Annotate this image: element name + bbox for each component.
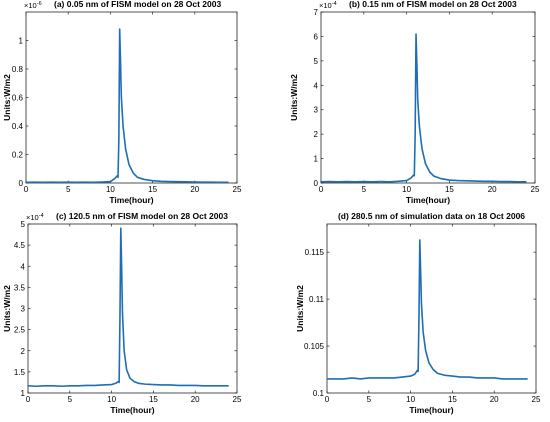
series-line — [27, 227, 229, 388]
y-axis-label: Units:W/m2 — [2, 74, 12, 121]
x-tick-label: 0 — [325, 395, 330, 404]
x-tick-label: 25 — [531, 185, 540, 194]
y-tick-label: 6 — [314, 32, 319, 41]
y-axis-label: Units:W/m2 — [289, 74, 299, 121]
axis-exponent: ×10-6 — [24, 1, 42, 10]
x-tick-label: 10 — [106, 185, 115, 194]
y-tick-label: 3.5 — [14, 283, 26, 292]
x-tick-label: 0 — [24, 185, 29, 194]
chart-title: (b) 0.15 nm of FISM model on 28 Oct 2003 — [349, 0, 517, 9]
y-tick-label: 2 — [314, 130, 319, 139]
x-tick-label: 10 — [107, 395, 116, 404]
y-tick-label: 0.8 — [12, 65, 24, 74]
x-axis-label: Time(hour) — [409, 405, 453, 415]
y-tick-label: 2.5 — [14, 326, 26, 335]
x-tick-label: 15 — [448, 395, 457, 404]
y-tick-label: 0.6 — [12, 94, 24, 103]
y-tick-label: 5 — [314, 57, 319, 66]
y-tick-label: 0.11 — [309, 295, 325, 304]
x-axis-label: Time(hour) — [110, 405, 154, 415]
y-tick-label: 1.5 — [14, 368, 26, 377]
x-tick-label: 25 — [532, 395, 541, 404]
x-tick-label: 0 — [319, 185, 324, 194]
x-tick-label: 5 — [68, 395, 73, 404]
axes-box — [27, 223, 238, 394]
y-tick-label: 3 — [21, 305, 26, 314]
y-tick-label: 0 — [19, 179, 24, 188]
x-tick-label: 10 — [402, 185, 411, 194]
x-tick-label: 10 — [406, 395, 415, 404]
y-axis-label: Units:W/m2 — [295, 285, 305, 332]
x-tick-label: 15 — [445, 185, 454, 194]
x-tick-label: 5 — [362, 185, 367, 194]
x-tick-label: 25 — [233, 395, 242, 404]
chart-title: (a) 0.05 nm of FISM model on 28 Oct 2003 — [54, 0, 221, 9]
x-axis-label: Time(hour) — [109, 195, 153, 205]
y-tick-label: 5 — [21, 220, 26, 229]
y-tick-label: 0.2 — [12, 151, 24, 160]
panel-0: 0 5 10 15 20 25 0 0.2 0.4 0.6 0.8 1 ×10-6 (a) 0.05 nm… — [2, 0, 242, 205]
x-axis-label: Time(hour) — [406, 195, 450, 205]
chart-title: (d) 280.5 nm of simulation data on 18 Oc… — [338, 211, 525, 221]
y-tick-label: 0.115 — [305, 248, 325, 257]
y-tick-label: 1 — [314, 155, 319, 164]
y-tick-label: 4.5 — [14, 241, 26, 250]
axis-exponent: ×10-4 — [319, 1, 337, 10]
y-tick-label: 0.4 — [12, 122, 24, 131]
series-line — [25, 28, 229, 184]
y-tick-label: 1 — [21, 389, 26, 398]
x-tick-label: 20 — [488, 185, 497, 194]
x-tick-label: 25 — [233, 185, 242, 194]
y-tick-label: 0 — [314, 179, 319, 188]
y-tick-label: 7 — [314, 8, 319, 17]
y-tick-label: 1 — [19, 37, 24, 46]
axis-exponent: ×10-4 — [26, 213, 44, 222]
x-tick-label: 15 — [148, 185, 157, 194]
axes-box — [320, 11, 536, 184]
x-tick-label: 20 — [490, 395, 499, 404]
axes-box — [25, 11, 238, 184]
x-tick-label: 5 — [66, 185, 71, 194]
x-tick-label: 20 — [191, 395, 200, 404]
y-tick-label: 0.1 — [313, 389, 325, 398]
series-line — [320, 33, 527, 183]
panel-1: 0 5 10 15 20 25 0 1 2 3 4 5 6 7×10-4 (b) 0.15 nm of FI… — [289, 0, 540, 205]
y-tick-label: 0.105 — [304, 342, 325, 351]
x-tick-label: 20 — [190, 185, 199, 194]
y-tick-label: 4 — [21, 262, 26, 271]
x-tick-label: 0 — [26, 395, 31, 404]
x-tick-label: 5 — [367, 395, 372, 404]
series-line — [327, 239, 528, 380]
panel-3: 0 5 10 15 20 25 0.1 0.105 0.11 0.115 (d) 280.5 nm … — [295, 211, 541, 415]
y-tick-label: 2 — [21, 347, 26, 356]
chart-title: (c) 120.5 nm of FISM model on 28 Oct 200… — [56, 211, 228, 221]
y-tick-label: 4 — [314, 81, 319, 90]
x-tick-label: 15 — [149, 395, 158, 404]
y-axis-label: Units:W/m2 — [2, 285, 12, 332]
axes-box — [326, 223, 537, 394]
y-tick-label: 3 — [314, 106, 319, 115]
